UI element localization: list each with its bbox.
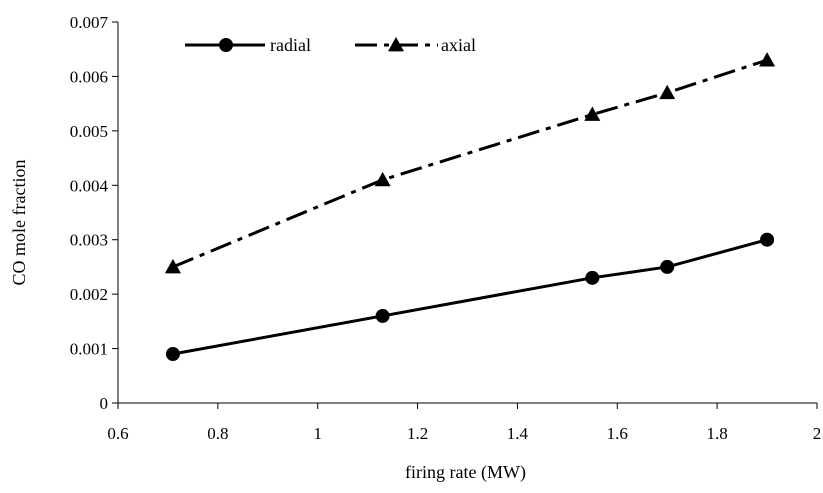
- y-tick-label: 0.003: [70, 231, 108, 250]
- y-tick-label: 0.004: [70, 176, 109, 195]
- data-point-axial: [659, 84, 676, 100]
- x-tick-label: 0.8: [207, 424, 228, 443]
- legend-label-radial: radial: [270, 35, 311, 55]
- x-axis-title: firing rate (MW): [405, 462, 526, 483]
- axes: [117, 22, 817, 404]
- legend-item-radial: radial: [185, 35, 311, 55]
- x-tick-label: 1: [313, 424, 322, 443]
- legend: radial axial: [185, 35, 476, 55]
- x-tick-label: 1.4: [507, 424, 529, 443]
- data-point-radial: [585, 270, 600, 285]
- data-point-radial: [165, 347, 180, 362]
- y-ticks: 0 0.001 0.002 0.003 0.004 0.005 0.006 0.007: [70, 13, 118, 413]
- series-axial: [164, 52, 776, 274]
- series-line-axial: [172, 58, 768, 269]
- y-tick-label: 0.001: [70, 340, 108, 359]
- series-radial: [165, 232, 775, 362]
- series-line-radial: [172, 238, 768, 356]
- y-tick-label: 0.006: [70, 67, 108, 86]
- legend-marker-shape: [219, 38, 233, 52]
- data-point-radial: [660, 259, 675, 274]
- y-tick-label: 0.007: [70, 13, 109, 32]
- x-ticks: 0.6 0.8 1 1.2 1.4 1.6 1.8 2: [107, 403, 821, 443]
- x-tick-label: 1.2: [407, 424, 428, 443]
- data-point-axial: [759, 52, 776, 67]
- data-point-axial: [164, 258, 181, 274]
- legend-marker-axial: [388, 37, 404, 52]
- x-tick-label: 1.8: [707, 424, 728, 443]
- data-point-axial: [374, 171, 391, 187]
- y-axis-title: CO mole fraction: [9, 160, 29, 286]
- y-tick-label: 0.005: [70, 122, 108, 141]
- x-tick-label: 2: [813, 424, 822, 443]
- series-layer: [164, 52, 776, 362]
- data-point-axial: [584, 106, 601, 121]
- data-point-radial: [375, 308, 390, 323]
- legend-marker-radial: [219, 38, 233, 52]
- legend-marker-shape: [388, 37, 404, 52]
- x-tick-label: 1.6: [607, 424, 628, 443]
- legend-label-axial: axial: [441, 35, 476, 55]
- data-point-radial: [760, 232, 775, 247]
- y-tick-label: 0.002: [70, 285, 108, 304]
- x-tick-label: 0.6: [107, 424, 128, 443]
- y-tick-label: 0: [100, 394, 109, 413]
- legend-item-axial: axial: [355, 35, 476, 55]
